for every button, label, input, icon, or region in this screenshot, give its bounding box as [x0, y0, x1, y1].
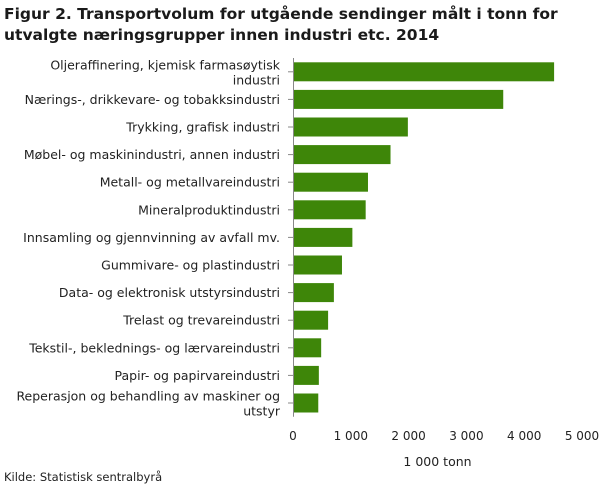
chart-title: Figur 2. Transportvolum for utgående sen…	[4, 5, 558, 44]
category-label: Reperasjon og behandling av maskiner og u…	[16, 389, 280, 419]
x-tick-label: 4 000	[507, 429, 541, 443]
bar	[294, 255, 342, 275]
category-label: Mineralproduktindustri	[138, 202, 280, 217]
source-note: Kilde: Statistisk sentralbyrå	[4, 470, 163, 484]
category-label: Gummivare- og plastindustri	[101, 258, 280, 273]
bar	[294, 172, 368, 192]
category-label: Møbel- og maskinindustri, annen industri	[24, 147, 280, 162]
bar	[294, 200, 366, 220]
x-tick-label: 0	[289, 429, 297, 443]
category-label: Oljeraffinering, kjemisk farmasøytisk ind…	[50, 57, 280, 87]
category-label: Nærings-, drikkevare- og tobakksindustri	[25, 92, 280, 107]
bar	[294, 283, 334, 303]
x-tick-label: 1 000	[334, 429, 368, 443]
x-tick-label: 2 000	[391, 429, 425, 443]
x-tick-label: 5 000	[565, 429, 599, 443]
category-label: Trelast og trevareindustri	[122, 313, 280, 328]
bar	[294, 62, 555, 82]
category-label: Tekstil-, beklednings- og lærvareindustr…	[28, 340, 280, 355]
category-label: Trykking, grafisk industri	[125, 120, 280, 135]
category-label: Innsamling og gjennvinning av avfall mv.	[23, 230, 280, 245]
category-label: Data- og elektronisk utstyrsindustri	[59, 285, 280, 300]
bar	[294, 145, 391, 165]
bar	[294, 310, 329, 330]
x-tick-label: 3 000	[449, 429, 483, 443]
category-label: Metall- og metallvareindustri	[100, 175, 280, 190]
bar	[294, 338, 322, 358]
category-label: Papir- og papirvareindustri	[115, 368, 280, 383]
bar	[294, 393, 319, 413]
bar	[294, 89, 504, 109]
x-axis-label: 1 000 tonn	[403, 454, 471, 469]
bar	[294, 365, 319, 385]
bar	[294, 117, 408, 137]
bar	[294, 227, 353, 247]
